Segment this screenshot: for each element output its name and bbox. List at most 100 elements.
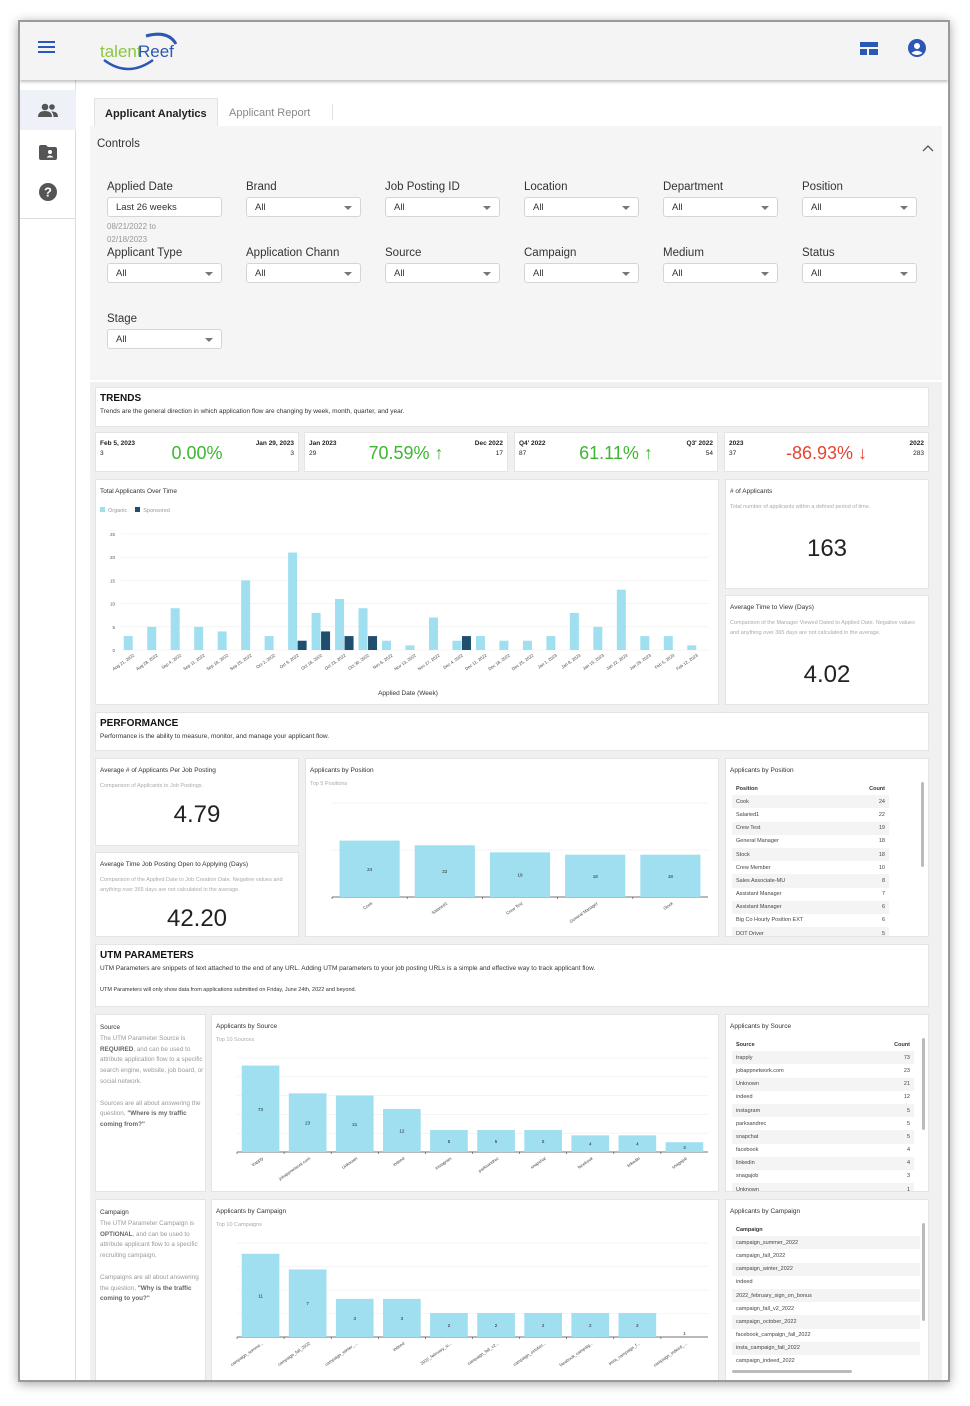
arrow-up-icon: ↑: [434, 443, 444, 463]
organic-bar: [663, 636, 673, 650]
brand-dropdown[interactable]: All: [246, 197, 361, 217]
talentreef-logo[interactable]: talent Reef: [98, 30, 188, 72]
table-row[interactable]: DOT Driver 5: [732, 927, 889, 936]
sidebar-item-reports[interactable]: [20, 132, 76, 172]
source-dropdown[interactable]: All: [385, 263, 500, 283]
table-row[interactable]: Assistant Manager 6: [732, 900, 889, 914]
table-cell: 73: [859, 1051, 914, 1065]
trends-header: TRENDS Trends are the general direction …: [95, 387, 929, 427]
legend-sponsored[interactable]: Sponsored: [135, 507, 170, 514]
table-row[interactable]: Assistant Manager 7: [732, 888, 889, 901]
bar-value-label: 22: [442, 869, 448, 874]
x-tick-label: Oct 9, 2022: [279, 652, 301, 669]
trend-kpi-card: Feb 5, 2023 3 0.00% Jan 29, 2023 3: [95, 432, 299, 472]
table-row[interactable]: Unknown 21: [732, 1077, 914, 1091]
current-period-value: 87: [519, 450, 527, 457]
table-row[interactable]: Salaried1 22: [732, 808, 889, 821]
column-header[interactable]: Position: [736, 785, 758, 792]
table-row[interactable]: campaign_indeed_2022: [732, 1355, 920, 1368]
bar-value-label: 21: [352, 1122, 358, 1127]
table-row[interactable]: Unknown 1: [732, 1183, 914, 1191]
table-scrollbar-vertical[interactable]: [922, 1223, 925, 1321]
table-row[interactable]: Big Co Hourly Position EXT 6: [732, 914, 889, 927]
table-row[interactable]: Sales Associate-MU 8: [732, 874, 889, 888]
applicants-count-title: # of Applicants: [730, 488, 773, 495]
sponsored-bar: [297, 640, 307, 650]
tab-applicant-report[interactable]: Applicant Report: [229, 107, 311, 119]
table-row[interactable]: Crew Test 19: [732, 821, 889, 835]
organic-bar: [123, 636, 133, 650]
table-row[interactable]: indeed: [732, 1276, 920, 1289]
table-row[interactable]: trapply 73: [732, 1051, 914, 1065]
table-row[interactable]: instagram 5: [732, 1103, 914, 1118]
account-icon[interactable]: [908, 39, 926, 62]
table-row[interactable]: insta_campaign_fall_2022: [732, 1341, 920, 1355]
trend-change: 70.59% ↑: [305, 443, 507, 464]
medium-dropdown[interactable]: All: [663, 263, 778, 283]
avg-per-posting-subtitle: Comparison of Applicants to Job Postings…: [100, 783, 204, 789]
table-row[interactable]: 2022_february_sign_on_bonus: [732, 1288, 920, 1303]
table-row[interactable]: Cook 24: [732, 795, 889, 809]
table-row[interactable]: snagajob 3: [732, 1170, 914, 1183]
sidebar-item-help[interactable]: ?: [20, 172, 76, 212]
position-label: Position: [802, 181, 843, 193]
column-header[interactable]: Count: [894, 1041, 910, 1048]
x-tick-label: Dec 18, 2022: [487, 652, 511, 671]
applied-date-input[interactable]: Last 26 weeks: [107, 197, 222, 217]
tab-applicant-analytics[interactable]: Applicant Analytics: [94, 98, 218, 127]
x-tick-label: jobappnetwork.com: [277, 1155, 312, 1181]
table-scrollbar[interactable]: [921, 782, 924, 867]
status-dropdown[interactable]: All: [802, 263, 917, 283]
table-scrollbar-horizontal[interactable]: [732, 1370, 852, 1373]
stage-dropdown[interactable]: All: [107, 329, 222, 349]
collapse-chevron-icon[interactable]: [922, 139, 934, 157]
table-cell: 18: [878, 838, 885, 845]
bar: [288, 1093, 327, 1152]
bar-value-label: 73: [258, 1107, 264, 1112]
applicant-type-dropdown[interactable]: All: [107, 263, 222, 283]
table-row[interactable]: parksandrec 5: [732, 1117, 914, 1130]
table-row[interactable]: jobappnetwork.com 23: [732, 1064, 914, 1077]
table-row[interactable]: campaign_winter_2022: [732, 1262, 920, 1276]
source-table-title: Applicants by Source: [730, 1023, 792, 1030]
position-dropdown[interactable]: All: [802, 197, 917, 217]
table-row[interactable]: facebook_campaign_fall_2022: [732, 1329, 920, 1342]
menu-icon[interactable]: [38, 41, 55, 59]
application-chann-dropdown[interactable]: All: [246, 263, 361, 283]
table-row[interactable]: General Manager 18: [732, 835, 889, 848]
location-dropdown[interactable]: All: [524, 197, 639, 217]
previous-period-value: 17: [495, 450, 503, 457]
sidebar-item-applicants[interactable]: [20, 90, 76, 130]
table-row[interactable]: campaign_fall_v2_2022: [732, 1302, 920, 1315]
bar-value-label: 1: [683, 1331, 686, 1336]
department-dropdown[interactable]: All: [663, 197, 778, 217]
bar: [565, 854, 626, 897]
table-row[interactable]: campaign_fall_2022: [732, 1249, 920, 1262]
table-row[interactable]: snapchat 5: [732, 1130, 914, 1144]
x-tick-label: Aug 28, 2022: [135, 652, 159, 671]
column-header[interactable]: Source: [736, 1041, 755, 1048]
table-row[interactable]: linkedin 4: [732, 1156, 914, 1170]
table-row[interactable]: Stock 18: [732, 847, 889, 862]
time-to-view-subtitle: Comparison of the Manager Viewed Dated t…: [730, 620, 915, 636]
campaign-dropdown[interactable]: All: [524, 263, 639, 283]
table-row[interactable]: campaign_october_2022: [732, 1315, 920, 1329]
table-scrollbar[interactable]: [922, 1038, 925, 1130]
table-row[interactable]: campaign_summer_2022: [732, 1236, 920, 1250]
chevron-down-icon: [483, 272, 491, 276]
bar-value-label: 2: [636, 1323, 639, 1328]
bar: [430, 1129, 468, 1152]
source-info-p2a: Sources are all about answering the ques…: [100, 1099, 201, 1118]
utm-header: UTM PARAMETERS UTM Parameters are snippe…: [95, 944, 929, 1007]
x-tick-label: instagram: [434, 1155, 453, 1170]
job-posting-id-dropdown[interactable]: All: [385, 197, 500, 217]
legend-organic[interactable]: Organic: [100, 507, 127, 514]
layout-icon[interactable]: [860, 42, 878, 60]
table-row[interactable]: facebook 4: [732, 1144, 914, 1157]
column-header[interactable]: Count: [869, 785, 885, 792]
table-row[interactable]: Crew Member 10: [732, 861, 889, 874]
previous-period-label: Q3' 2022: [686, 440, 713, 447]
table-cell: 5: [859, 1130, 914, 1144]
column-header[interactable]: Campaign: [736, 1226, 763, 1233]
table-row[interactable]: indeed 12: [732, 1091, 914, 1104]
